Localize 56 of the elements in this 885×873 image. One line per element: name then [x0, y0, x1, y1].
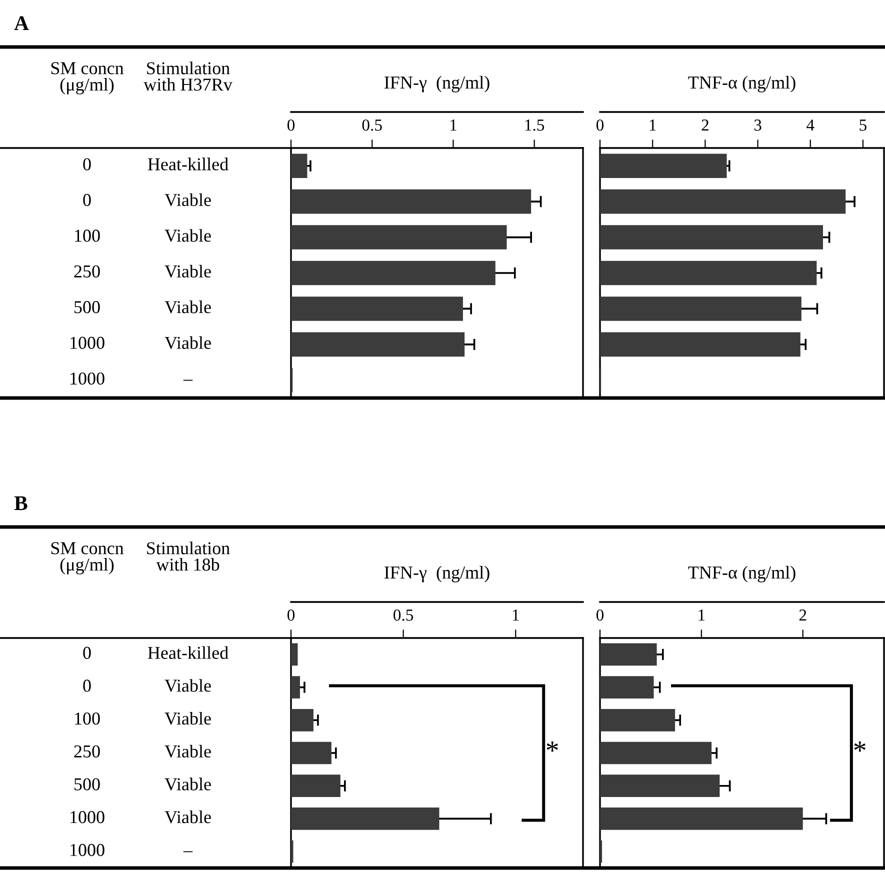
y2-tick-label: 1000: [70, 811, 104, 824]
y-tick-label: Viable: [164, 264, 211, 278]
y-tick-label: Heat-killed: [148, 158, 228, 170]
y2-tick-label: 0: [83, 194, 91, 206]
x-tick-label: 0.5: [362, 119, 382, 131]
y2-tick-label: 1000: [70, 336, 104, 349]
x-tick-label: 0.5: [394, 609, 414, 621]
y-tick-label: Viable: [164, 193, 211, 206]
text: A: [14, 16, 29, 30]
x-axis-title: TNF-α (ng/ml): [688, 566, 796, 582]
x-axis-title: IFN-γ (ng/ml): [384, 566, 490, 582]
y2-axis-title: SM concn (μg/ml): [51, 62, 124, 94]
y-tick-label: Viable: [164, 778, 211, 790]
x-tick-label: 3: [754, 120, 762, 131]
y2-tick-label: 250: [74, 745, 100, 758]
x-tick-label: 1: [650, 120, 656, 131]
y-axis-title: Stimulation with H37Rv: [144, 62, 232, 91]
y2-tick-label: 0: [83, 158, 91, 170]
y-tick-label: Heat-killed: [148, 646, 228, 659]
annotation: *: [546, 741, 558, 752]
y-tick-label: –: [183, 380, 193, 381]
y-tick-label: Viable: [164, 810, 211, 824]
y2-tick-label: 0: [83, 646, 91, 659]
annotation: *: [854, 741, 866, 752]
x-tick-label: 0: [287, 119, 295, 131]
y-tick-label: Viable: [164, 679, 211, 692]
x-axis-title: TNF-α (ng/ml): [688, 76, 796, 92]
x-tick-label: 1.5: [525, 120, 544, 131]
y-axis-title: Stimulation with 18b: [147, 542, 230, 571]
x-tick-label: 0: [596, 119, 604, 131]
x-tick-label: 0: [287, 609, 295, 621]
text: B: [14, 496, 28, 510]
y2-tick-label: 1000: [70, 372, 104, 385]
y2-tick-label: 100: [75, 712, 100, 725]
y2-tick-label: 500: [74, 778, 100, 790]
x-tick-label: 0: [596, 609, 604, 621]
x-tick-label: 2: [799, 610, 806, 621]
x-tick-label: 4: [806, 120, 814, 131]
y2-tick-label: 500: [74, 301, 100, 314]
y2-tick-label: 100: [75, 230, 100, 242]
x-axis-title: IFN-γ (ng/ml): [384, 76, 490, 92]
y-tick-label: Viable: [164, 744, 211, 758]
y2-tick-label: 250: [74, 265, 100, 278]
y2-axis-title: SM concn (μg/ml): [51, 542, 124, 574]
y-tick-label: Viable: [164, 712, 211, 725]
x-tick-label: 1: [698, 610, 705, 621]
y-tick-label: –: [183, 851, 193, 852]
y-tick-label: Viable: [164, 229, 211, 242]
x-tick-label: 1: [512, 610, 519, 621]
y2-tick-label: 1000: [70, 844, 104, 856]
x-tick-label: 2: [702, 120, 708, 131]
y-tick-label: Viable: [164, 300, 211, 314]
x-tick-label: 1: [450, 120, 456, 131]
y2-tick-label: 0: [83, 680, 91, 692]
x-tick-label: 5: [860, 120, 866, 131]
y-tick-label: Viable: [164, 336, 211, 350]
